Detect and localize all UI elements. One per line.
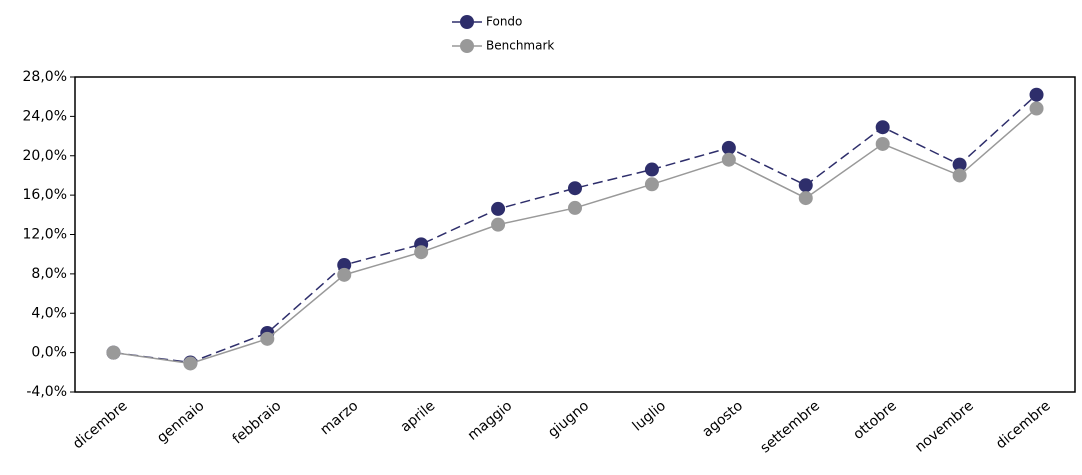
- x-tick-label: luglio: [630, 398, 669, 435]
- x-tick-label: dicembre: [993, 398, 1054, 452]
- series-line: [113, 94, 1038, 364]
- data-point: [875, 136, 890, 151]
- y-tick-label: 0,0%: [31, 345, 67, 361]
- data-point: [568, 200, 582, 215]
- legend-label: Benchmark: [486, 39, 554, 53]
- x-tick-label: agosto: [699, 398, 746, 441]
- data-point: [337, 267, 352, 282]
- y-tick-label: 8,0%: [31, 266, 67, 282]
- y-tick-label: -4,0%: [26, 384, 67, 400]
- x-tick-label: aprile: [398, 398, 439, 436]
- data-point: [721, 152, 736, 167]
- x-tick-label: febbraio: [230, 398, 285, 448]
- x-tick-label: ottobre: [850, 398, 899, 443]
- data-point: [260, 331, 275, 346]
- data-point: [491, 217, 506, 232]
- series-line: [113, 107, 1038, 365]
- x-tick-label: settembre: [757, 398, 823, 457]
- x-tick-label: novembre: [912, 398, 977, 456]
- x-tick-label: maggio: [465, 398, 515, 444]
- data-point: [568, 181, 582, 196]
- y-tick-label: 24,0%: [23, 108, 67, 124]
- legend-marker: [460, 39, 474, 53]
- data-point: [798, 191, 813, 206]
- data-point: [644, 177, 659, 192]
- x-tick-label: gennaio: [154, 398, 207, 446]
- data-point: [414, 245, 429, 260]
- y-tick-label: 16,0%: [23, 187, 67, 203]
- x-tick-label: dicembre: [70, 398, 131, 452]
- data-point: [875, 120, 890, 135]
- data-point: [798, 178, 813, 193]
- data-point: [183, 356, 198, 371]
- y-tick-label: 12,0%: [23, 227, 67, 243]
- y-tick-label: 20,0%: [23, 148, 67, 164]
- data-point: [106, 345, 121, 360]
- y-tick-label: 4,0%: [31, 305, 67, 321]
- data-point: [952, 168, 967, 183]
- data-point: [1029, 87, 1044, 102]
- data-point: [952, 157, 967, 172]
- x-tick-label: marzo: [317, 398, 361, 438]
- data-point: [491, 201, 506, 216]
- plot-frame: [74, 76, 1076, 393]
- data-point: [721, 140, 736, 155]
- data-point: [644, 162, 659, 177]
- y-tick-label: 28,0%: [23, 69, 67, 85]
- legend-marker: [460, 15, 474, 29]
- data-point: [337, 258, 352, 273]
- x-tick-label: giugno: [545, 398, 592, 441]
- legend-label: Fondo: [486, 15, 522, 29]
- data-point: [1029, 101, 1044, 116]
